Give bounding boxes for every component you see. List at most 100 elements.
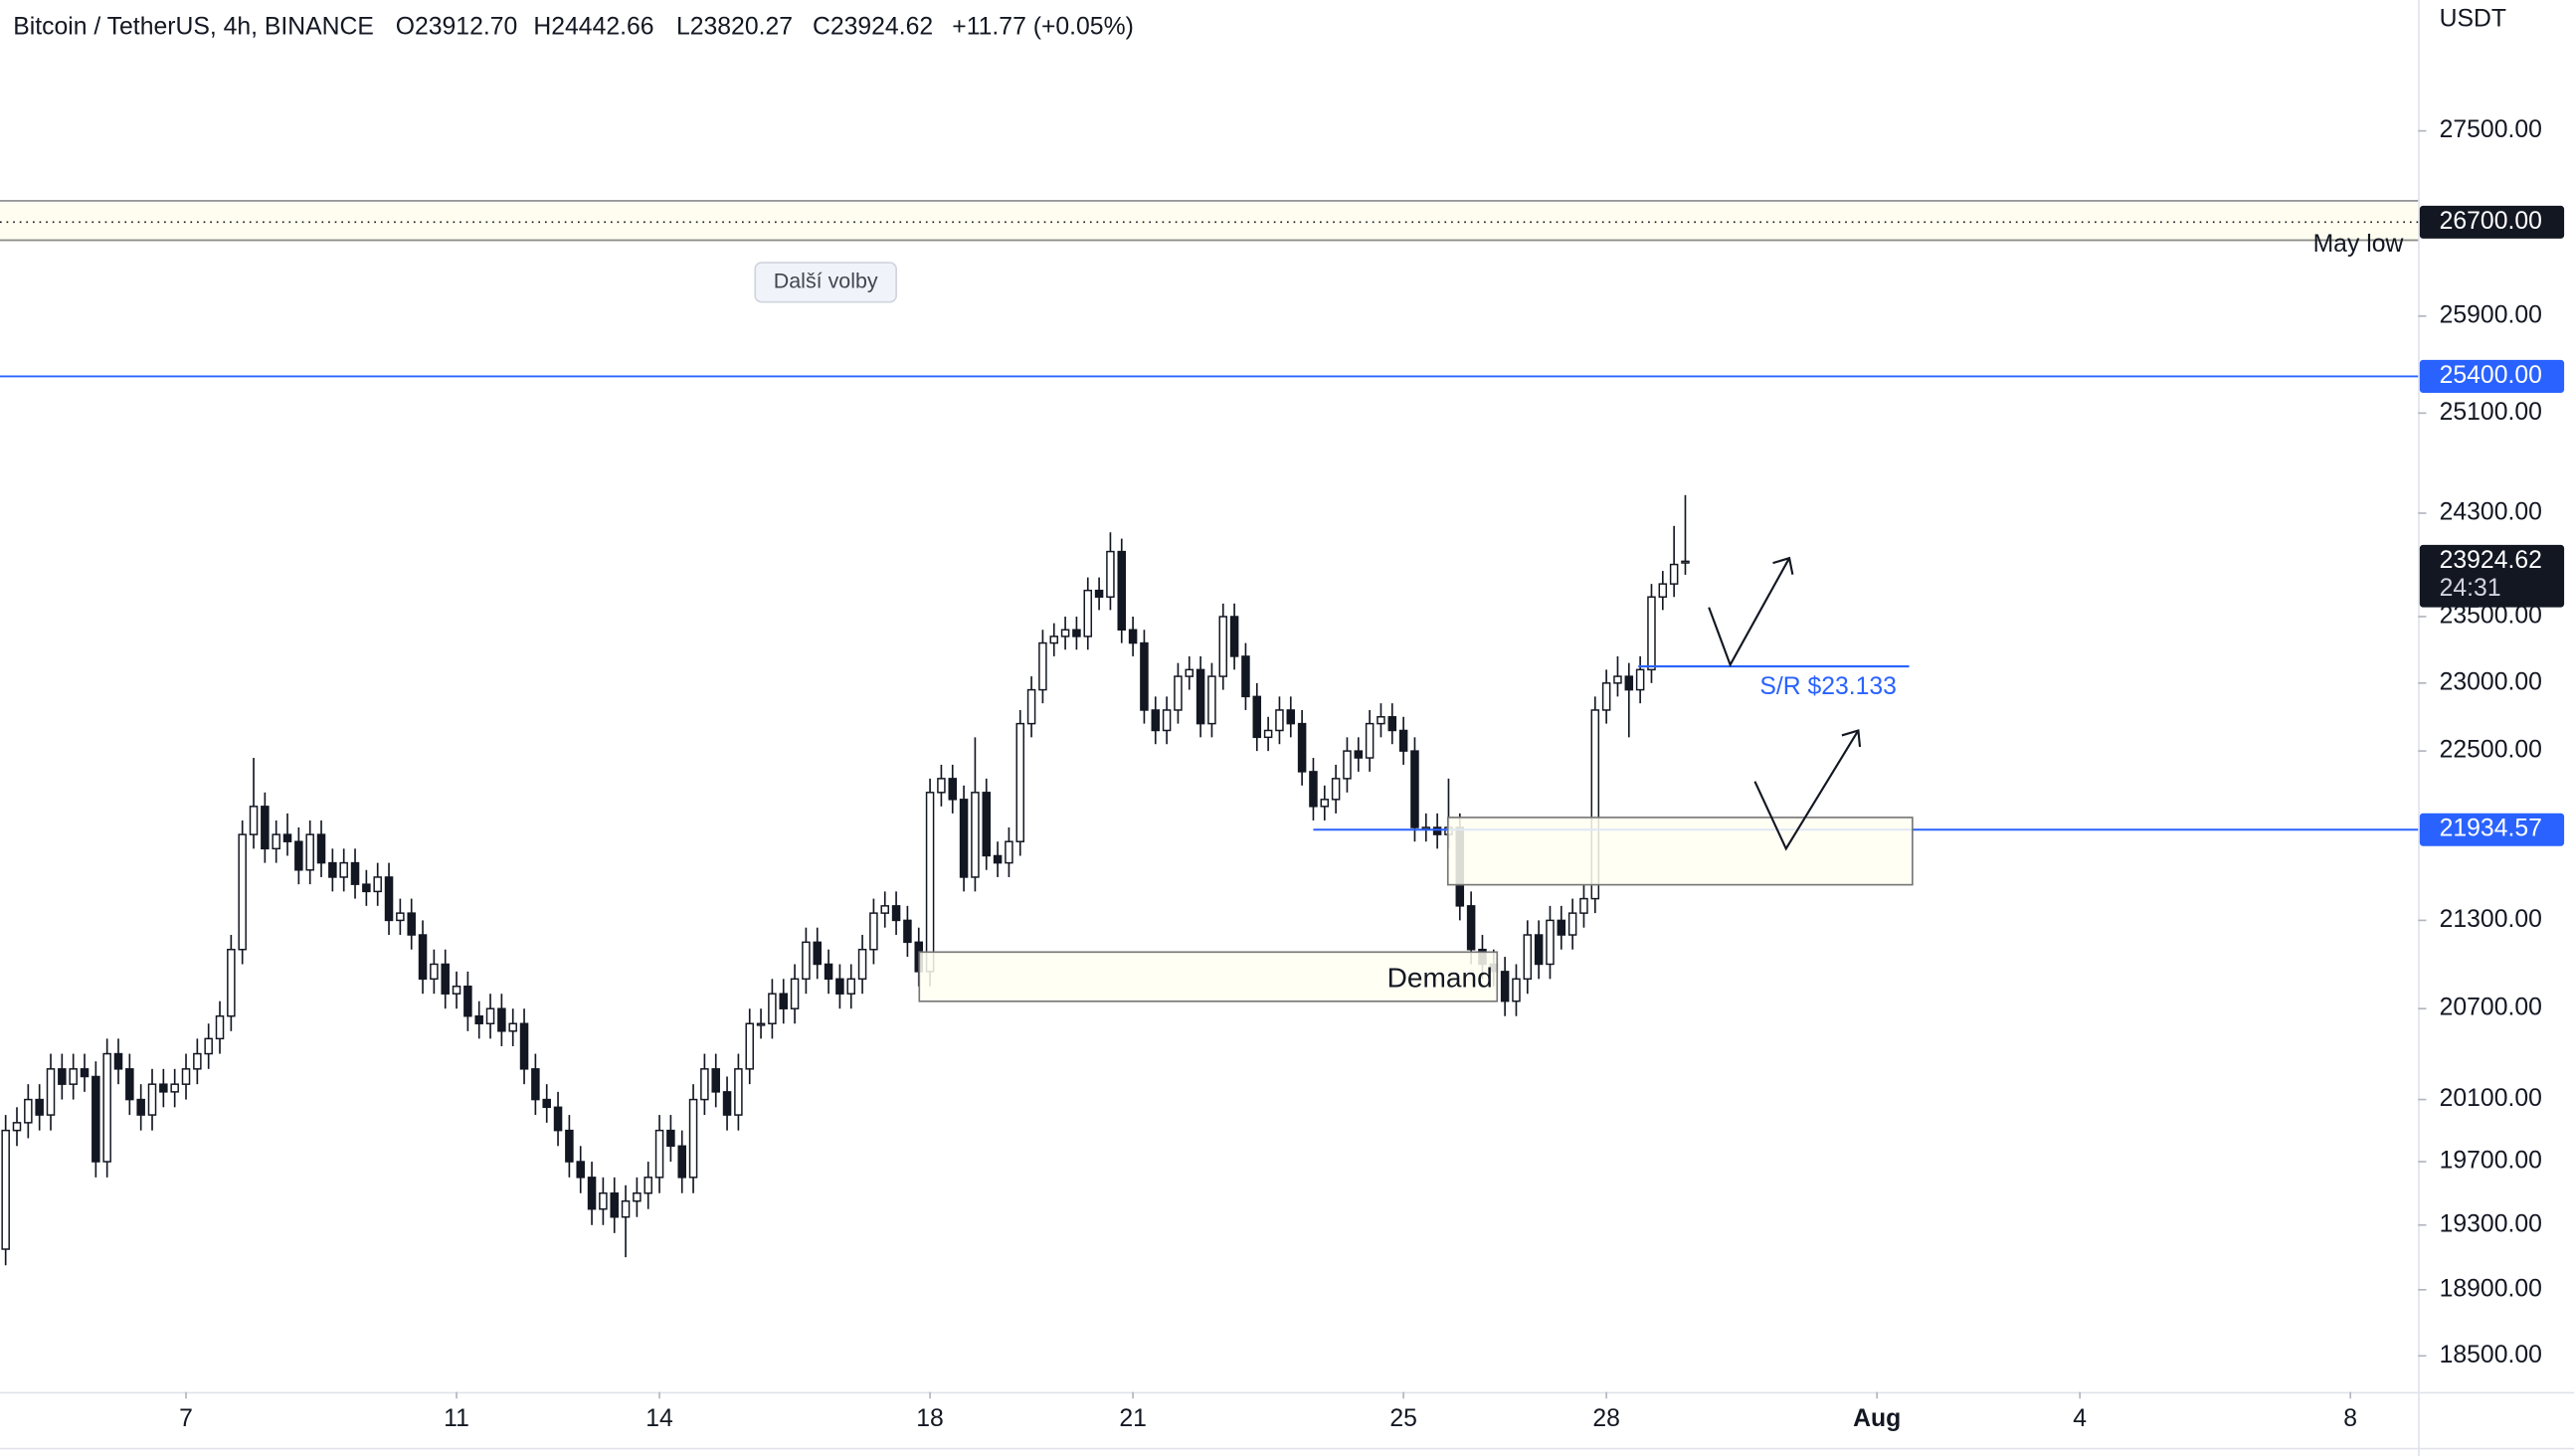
candle-body bbox=[1343, 750, 1352, 780]
candle-body bbox=[982, 792, 992, 857]
candle-body bbox=[1241, 655, 1250, 698]
x-tick-label: 11 bbox=[444, 1405, 469, 1432]
candle-body bbox=[452, 986, 461, 995]
candle-body bbox=[813, 941, 822, 966]
x-tick-label: 18 bbox=[916, 1405, 944, 1432]
candle-body bbox=[542, 1098, 551, 1109]
candle-body bbox=[294, 840, 303, 871]
candle-body bbox=[587, 1177, 597, 1210]
candle-body bbox=[35, 1098, 44, 1116]
candle-body bbox=[654, 1129, 664, 1179]
candle-body bbox=[1410, 750, 1419, 828]
y-tick-label: 25900.00 bbox=[2440, 301, 2542, 328]
candle-body bbox=[69, 1068, 78, 1085]
candle-body bbox=[1681, 560, 1690, 564]
candle-body bbox=[1377, 716, 1385, 725]
candle-body bbox=[1512, 978, 1521, 1002]
x-tick-label: 7 bbox=[179, 1405, 193, 1432]
candle-body bbox=[937, 778, 946, 794]
candle-body bbox=[666, 1129, 675, 1148]
plot-area: May low bbox=[0, 200, 2419, 1266]
candle-body bbox=[768, 993, 777, 1024]
candle-body bbox=[925, 792, 935, 973]
candle-body bbox=[1601, 682, 1611, 711]
candle-body bbox=[136, 1098, 145, 1116]
x-tick-label: 21 bbox=[1119, 1405, 1147, 1432]
candle-body bbox=[1387, 716, 1397, 732]
candle-body bbox=[802, 941, 811, 981]
candle-body bbox=[734, 1068, 743, 1116]
candle-body bbox=[204, 1037, 213, 1055]
y-tick-label: 21300.00 bbox=[2440, 906, 2542, 933]
candle-body bbox=[1320, 799, 1330, 808]
x-tick-label: 28 bbox=[1592, 1405, 1620, 1432]
candle-body bbox=[350, 861, 360, 885]
x-tick-label: 4 bbox=[2073, 1405, 2087, 1432]
currency: USDT bbox=[2440, 5, 2506, 32]
more-options-button[interactable] bbox=[754, 262, 898, 303]
candle-body bbox=[779, 993, 788, 1009]
candle-body bbox=[282, 833, 292, 842]
candle-body bbox=[215, 1014, 225, 1040]
candle-body bbox=[193, 1052, 202, 1070]
candle-body bbox=[1613, 675, 1622, 684]
candle-body bbox=[1128, 629, 1138, 644]
y-tick-label: 19300.00 bbox=[2440, 1210, 2542, 1237]
countdown-label: 24:31 bbox=[2440, 575, 2501, 602]
candle-body bbox=[1229, 616, 1239, 657]
candle-body bbox=[1297, 722, 1307, 773]
candle-body bbox=[1162, 709, 1172, 732]
arrow-head bbox=[1772, 556, 1794, 575]
candle-body bbox=[971, 792, 980, 878]
candle-body bbox=[1557, 919, 1566, 936]
y-tick-label: 25100.00 bbox=[2440, 399, 2542, 426]
y-tick-label: 18900.00 bbox=[2440, 1275, 2542, 1302]
candle-body bbox=[790, 978, 800, 1009]
candle-body bbox=[1275, 709, 1284, 732]
candle-body bbox=[1083, 589, 1093, 637]
candle-body bbox=[113, 1052, 123, 1070]
candle-body bbox=[384, 876, 394, 922]
candle-body bbox=[1309, 771, 1318, 808]
candle-body bbox=[430, 963, 439, 981]
y-tick-label: 20700.00 bbox=[2440, 995, 2542, 1021]
candle-body bbox=[1038, 641, 1047, 691]
candle-body bbox=[1106, 550, 1115, 598]
candle-body bbox=[1579, 897, 1588, 914]
candle-body bbox=[959, 799, 969, 878]
candle-body bbox=[531, 1068, 540, 1101]
candle-body bbox=[261, 806, 270, 850]
y-tick-label: 23000.00 bbox=[2440, 668, 2542, 695]
x-tick-label: Aug bbox=[1853, 1405, 1901, 1432]
arrow-head bbox=[1841, 729, 1862, 748]
candle-body bbox=[1523, 934, 1533, 981]
candle-body bbox=[576, 1161, 585, 1179]
candle-body bbox=[880, 905, 889, 914]
candle-body bbox=[46, 1068, 56, 1116]
price-tag bbox=[2419, 813, 2565, 846]
arrow bbox=[1708, 557, 1790, 668]
candle-body bbox=[756, 1022, 766, 1026]
candle-body bbox=[474, 1014, 483, 1024]
candle-body bbox=[1567, 912, 1577, 936]
candle-body bbox=[1500, 971, 1510, 1002]
candle-body bbox=[903, 919, 912, 944]
candle-body bbox=[1590, 709, 1600, 900]
x-tick-label: 14 bbox=[645, 1405, 673, 1432]
candle-body bbox=[1534, 934, 1544, 966]
candle-body bbox=[1195, 668, 1205, 725]
candle-body bbox=[1185, 668, 1195, 677]
demand-label: Demand bbox=[1387, 963, 1493, 994]
more-options-label[interactable]: Další volby bbox=[774, 270, 878, 293]
candle-body bbox=[1, 1129, 10, 1250]
candle-body bbox=[463, 986, 472, 1017]
candle-body bbox=[1174, 675, 1183, 711]
ohlc-change: +11.77 (+0.05%) bbox=[952, 14, 1134, 41]
x-tick-label: 25 bbox=[1389, 1405, 1417, 1432]
candle-body bbox=[272, 833, 280, 850]
candle-body bbox=[1669, 563, 1679, 585]
candle-body bbox=[373, 876, 382, 893]
last-price-label: 23924.62 bbox=[2440, 547, 2542, 574]
candle-body bbox=[1140, 641, 1149, 711]
price-tag-label: 26700.00 bbox=[2440, 208, 2542, 235]
